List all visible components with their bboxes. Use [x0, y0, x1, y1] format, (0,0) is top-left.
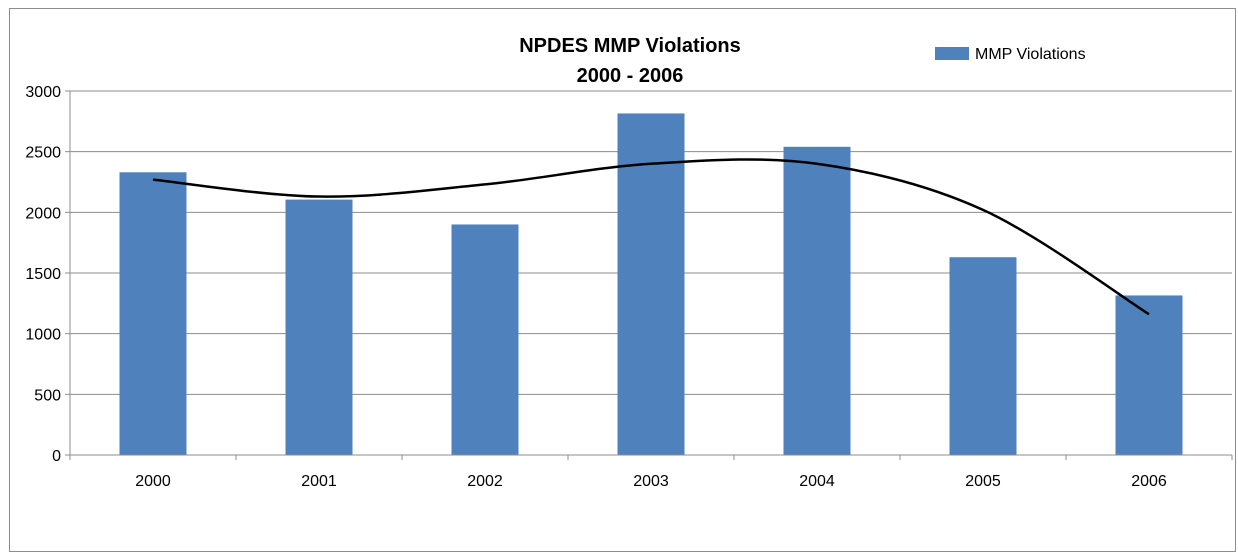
x-tick-label: 2005	[965, 473, 1001, 490]
x-tick-label: 2003	[633, 473, 669, 490]
chart-subtitle: 2000 - 2006	[577, 65, 684, 87]
chart-title: NPDES MMP Violations	[519, 35, 741, 57]
y-tick-label: 3000	[25, 84, 61, 101]
y-tick-label: 2500	[25, 145, 61, 162]
bar-2003	[617, 113, 685, 456]
x-axis-tick-labels: 2000 2001 2002 2003 2004 2005 2006	[135, 473, 1167, 490]
bar-2006	[1115, 295, 1183, 455]
x-tick-label: 2004	[799, 473, 835, 490]
y-tick-label: 1000	[25, 327, 61, 344]
legend-swatch	[935, 47, 969, 60]
legend: MMP Violations	[935, 46, 1086, 63]
axes	[65, 90, 1233, 460]
y-tick-label: 2000	[25, 205, 61, 222]
trendline	[152, 158, 1150, 316]
x-tick-label: 2001	[301, 473, 337, 490]
bar-2005	[949, 257, 1017, 455]
y-axis-tick-labels: 0 500 1000 1500 2000 2500 3000	[25, 84, 61, 465]
legend-label: MMP Violations	[975, 46, 1086, 63]
bar-series	[119, 113, 1183, 456]
bar-2002	[451, 224, 519, 455]
y-tick-label: 500	[34, 387, 61, 404]
bar-2000	[119, 172, 187, 455]
trendline-path	[152, 158, 1150, 316]
x-tick-label: 2000	[135, 473, 171, 490]
x-tick-label: 2002	[467, 473, 503, 490]
y-tick-label: 1500	[25, 266, 61, 283]
x-tick-label: 2006	[1131, 473, 1167, 490]
y-tick-label: 0	[52, 448, 61, 465]
bar-2004	[783, 146, 851, 455]
bar-2001	[285, 199, 353, 455]
